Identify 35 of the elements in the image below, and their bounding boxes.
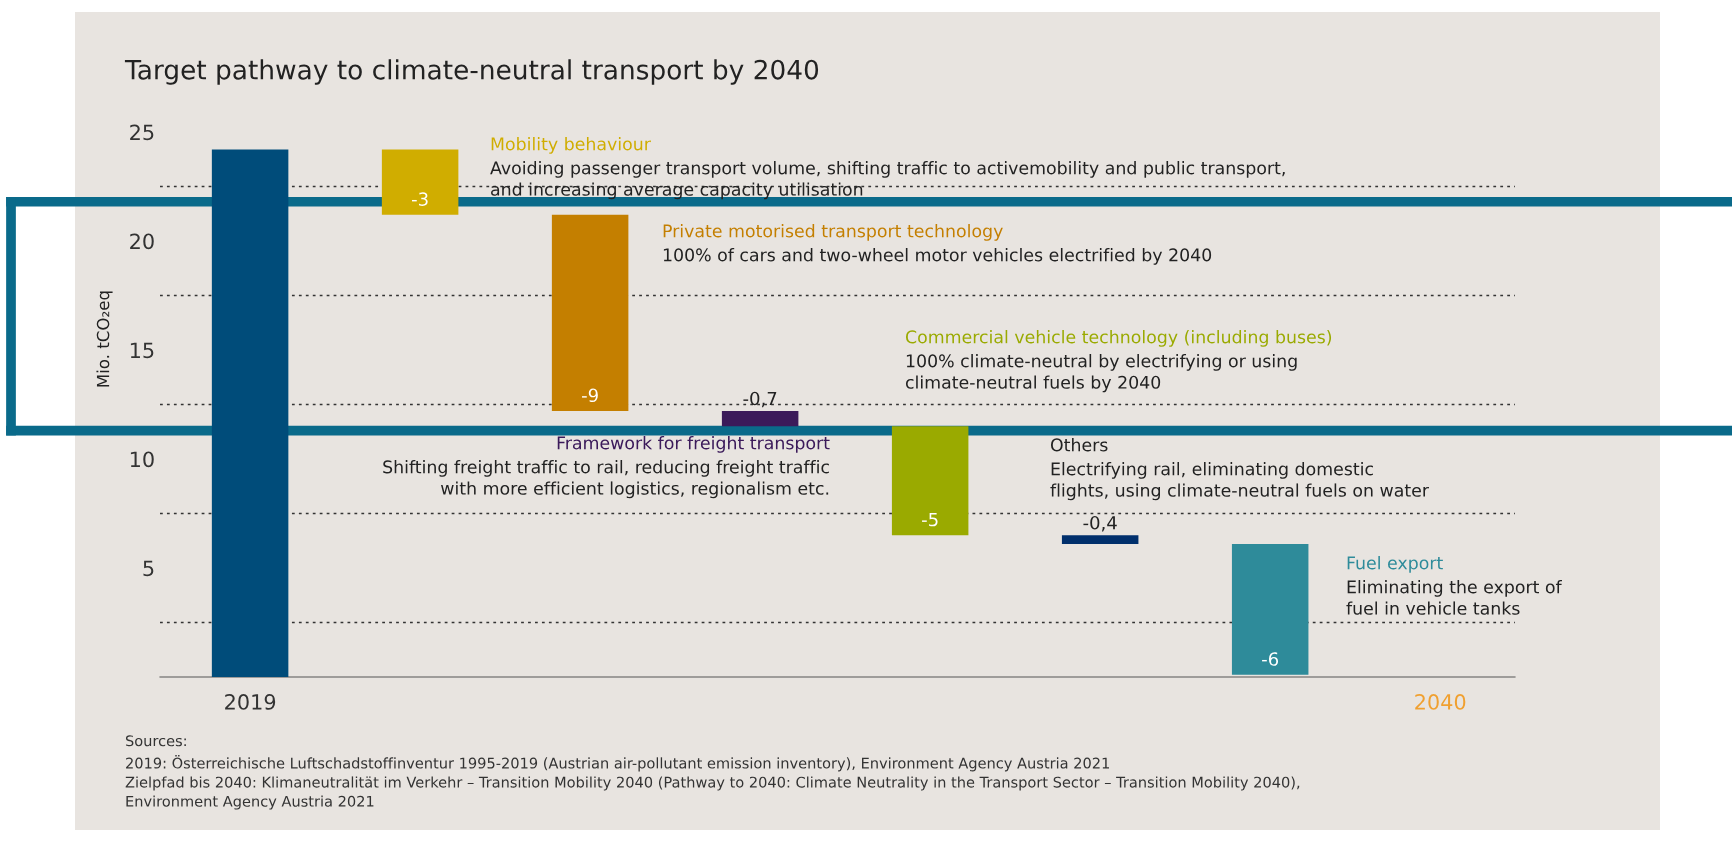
annotation: 100% climate-neutral by electrifying or using climate-neutral fuels by 2040 <box>905 354 1297 393</box>
y-tick-label: 25 <box>130 124 154 141</box>
data-label: -0,4 <box>1083 515 1117 532</box>
annotation: Private motorised transport technology <box>663 224 1003 241</box>
data-label: -9 <box>582 388 598 403</box>
source-note: Sources: 2019: Österreichische Luftschadstoffinventur 1995-2019 (Austrian air-pollutant emission inventory), Environment Agency Austria 2021 Zielpfad bis 2040: Klimaneutralität im Verkehr – Transition Mobility 2040 (Pathway to 2040: Climate Neutrality in the Transport Sector – Transition Mobility 2040), Environment Agency Austria 2021 <box>125 735 1300 810</box>
bar <box>1231 544 1309 675</box>
y-tick-label: 15 <box>130 342 154 359</box>
bar <box>381 149 459 215</box>
annotation: Eliminating the export of fuel in vehicle tanks <box>1346 580 1562 615</box>
x-tick-label: 2019 <box>225 694 276 710</box>
bar <box>1061 535 1139 545</box>
chart-title: Target pathway to climate-neutral transport by 2040 <box>124 59 819 85</box>
y-axis-title: Mio. tCO₂eq <box>96 291 113 387</box>
data-label: -0,7 <box>743 391 777 408</box>
y-tick-label: 20 <box>130 233 154 250</box>
annotation: Others <box>1050 438 1108 452</box>
bar <box>551 214 629 412</box>
annotation: Commercial vehicle technology (including buses) <box>905 330 1332 347</box>
data-label: -6 <box>1262 652 1279 666</box>
bar <box>721 411 799 427</box>
annotation: Avoiding passenger transport volume, shifting traffic to activemobility and public transport, and increasing average capacity utilisation <box>490 161 1285 200</box>
annotation: 100% of cars and two-wheel motor vehicles electrified by 2040 <box>663 248 1212 265</box>
data-label: -3 <box>412 192 428 206</box>
data-label: -5 <box>922 512 938 527</box>
annotation: Electrifying rail, eliminating domestic flights, using climate-neutral fuels on water <box>1050 462 1429 501</box>
annotation: Framework for freight transport <box>557 436 830 453</box>
bar <box>211 149 289 677</box>
bar <box>891 426 969 536</box>
annotation: Mobility behaviour <box>491 137 651 154</box>
annotation: Shifting freight traffic to rail, reducing freight traffic with more efficient logistics, regionalism etc. <box>383 460 829 499</box>
y-tick-label: 5 <box>143 560 154 577</box>
y-tick-label: 10 <box>130 451 154 468</box>
x-tick-label: 2040 <box>1415 694 1466 710</box>
annotation: Fuel export <box>1347 556 1443 573</box>
